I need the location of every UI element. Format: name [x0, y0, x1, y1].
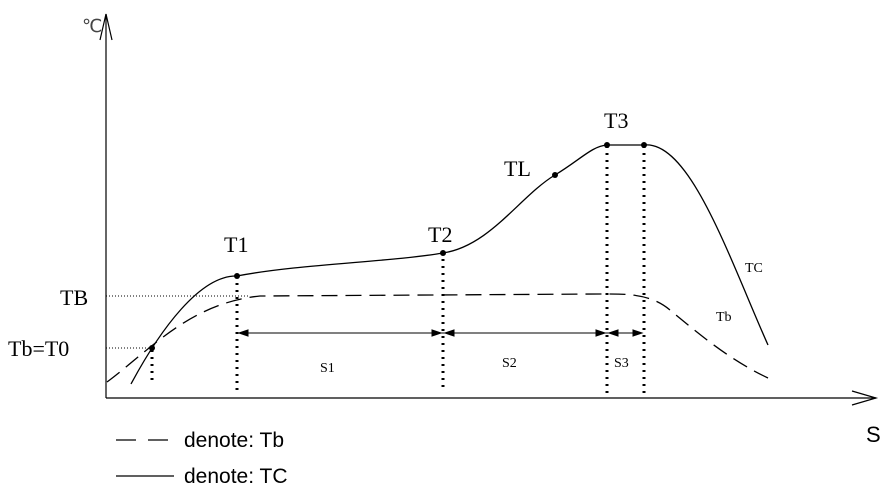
- t2-point: [440, 250, 446, 256]
- legend-tc-label: denote: TC: [184, 465, 288, 488]
- tl-label: TL: [504, 156, 531, 181]
- tl-point: [552, 172, 558, 178]
- segment-s3-label: S3: [614, 356, 629, 371]
- legend-tb-label: denote: Tb: [184, 429, 284, 452]
- arrow-s3-right: [632, 329, 644, 337]
- x-axis-arrow: [851, 390, 879, 406]
- t3-start-point: [604, 142, 610, 148]
- legend: denote: Tb denote: TC: [116, 429, 288, 488]
- segment-s1-label: S1: [320, 361, 335, 376]
- tc-series-line: [130, 144, 769, 385]
- segment-s2-label: S2: [502, 356, 517, 371]
- legend-item-tb: denote: Tb: [116, 429, 284, 452]
- arrow-s2-left: [443, 329, 455, 337]
- tc-curve-label: TC: [745, 261, 763, 276]
- tb-level-label: TB: [60, 285, 88, 310]
- t2-label: T2: [428, 222, 452, 247]
- t1-point: [234, 273, 240, 279]
- tb-curve-label: Tb: [716, 310, 732, 325]
- t0-point: [149, 345, 155, 351]
- t3-end-point: [641, 142, 647, 148]
- axes: [99, 13, 879, 406]
- arrow-s3-left: [607, 329, 619, 337]
- arrow-s1-right: [431, 329, 443, 337]
- t3-label: T3: [604, 108, 628, 133]
- legend-item-tc: denote: TC: [116, 465, 288, 488]
- key-points: [149, 142, 647, 351]
- y-axis-unit-label: ℃: [82, 16, 102, 36]
- y-axis-arrow: [99, 13, 113, 41]
- arrow-s2-right: [595, 329, 607, 337]
- tb-series-line: [106, 293, 769, 383]
- arrow-s1-left: [237, 329, 249, 337]
- vertical-markers: [150, 146, 646, 396]
- x-axis-label: S: [866, 422, 881, 447]
- segment-dimension: [237, 329, 644, 337]
- t0-level-label: Tb=T0: [8, 336, 69, 361]
- reference-lines: [106, 295, 250, 349]
- t1-label: T1: [224, 232, 248, 257]
